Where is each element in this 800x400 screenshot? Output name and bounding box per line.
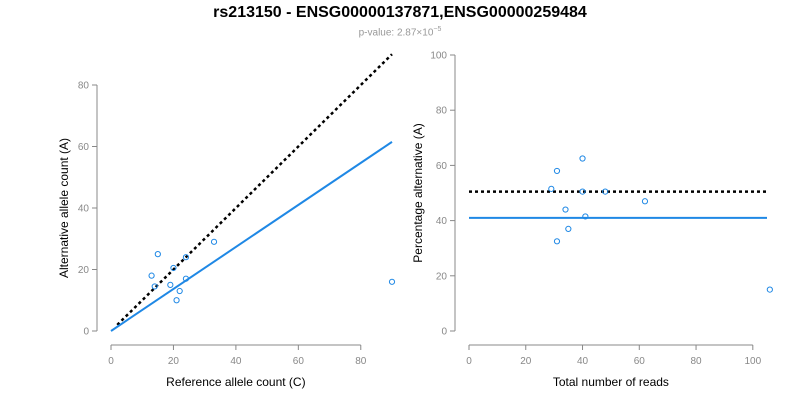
data-point	[766, 286, 773, 293]
allele-count-panel: 0 20 40 60 80 0 20 40 60 80 Reference allele count…	[57, 53, 396, 389]
y-tick-label: 80	[78, 81, 90, 92]
data-point	[602, 188, 609, 195]
y-axis-label: Alternative allele count (A)	[57, 138, 71, 278]
data-point	[562, 206, 569, 213]
y-tick-label: 20	[436, 271, 448, 282]
data-point	[579, 188, 586, 195]
y-tick-label: 0	[83, 327, 89, 338]
data-point	[210, 238, 218, 245]
x-axis-label: Reference allele count (C)	[166, 375, 305, 389]
x-tick-label: 0	[108, 356, 114, 367]
p-value-text: p-value: 2.87×10−5	[0, 26, 800, 38]
x-tick-label: 60	[293, 356, 305, 367]
y-tick-label: 100	[430, 51, 447, 62]
data-point	[565, 225, 572, 232]
x-tick-label: 20	[520, 356, 532, 367]
x-tick-label: 20	[168, 356, 180, 367]
y-tick-label: 40	[436, 216, 448, 227]
data-point	[154, 251, 161, 258]
data-point	[176, 287, 183, 295]
p-value-exponent: −5	[433, 26, 442, 33]
data-point	[553, 167, 561, 175]
data-point	[641, 198, 649, 205]
x-tick-label: 0	[466, 356, 472, 367]
fit-line	[110, 141, 393, 332]
data-point	[182, 254, 190, 261]
data-point	[173, 297, 180, 304]
y-axis-label: Percentage alternative (A)	[411, 123, 425, 262]
x-tick-label: 40	[230, 356, 242, 367]
data-point	[579, 155, 586, 162]
x-tick-label: 80	[690, 356, 702, 367]
y-tick-label: 60	[436, 161, 448, 172]
x-tick-label: 80	[355, 356, 367, 367]
reference-line	[116, 53, 393, 326]
y-tick-label: 0	[441, 327, 447, 338]
data-point	[553, 238, 561, 245]
y-tick-label: 80	[436, 106, 448, 117]
data-point	[151, 283, 158, 290]
chart-title: rs213150 - ENSG00000137871,ENSG000002594…	[213, 4, 587, 21]
x-tick-label: 100	[744, 356, 761, 367]
data-point	[582, 213, 589, 220]
y-tick-label: 40	[78, 204, 90, 215]
data-point	[170, 264, 177, 272]
y-tick-label: 20	[78, 265, 90, 276]
data-point	[182, 275, 190, 282]
percentage-alternative-panel: 0 20 40 60 80 100 0 20 40 60 80 100 Total number of …	[411, 51, 773, 389]
x-axis-label: Total number of reads	[553, 375, 669, 389]
x-tick-label: 60	[634, 356, 646, 367]
data-point	[167, 281, 174, 288]
x-tick-label: 40	[577, 356, 589, 367]
y-tick-label: 60	[78, 142, 90, 153]
data-point	[548, 185, 555, 192]
p-value-prefix: p-value: 2.87×10	[358, 27, 434, 39]
data-point	[148, 272, 155, 279]
data-point	[388, 278, 396, 285]
